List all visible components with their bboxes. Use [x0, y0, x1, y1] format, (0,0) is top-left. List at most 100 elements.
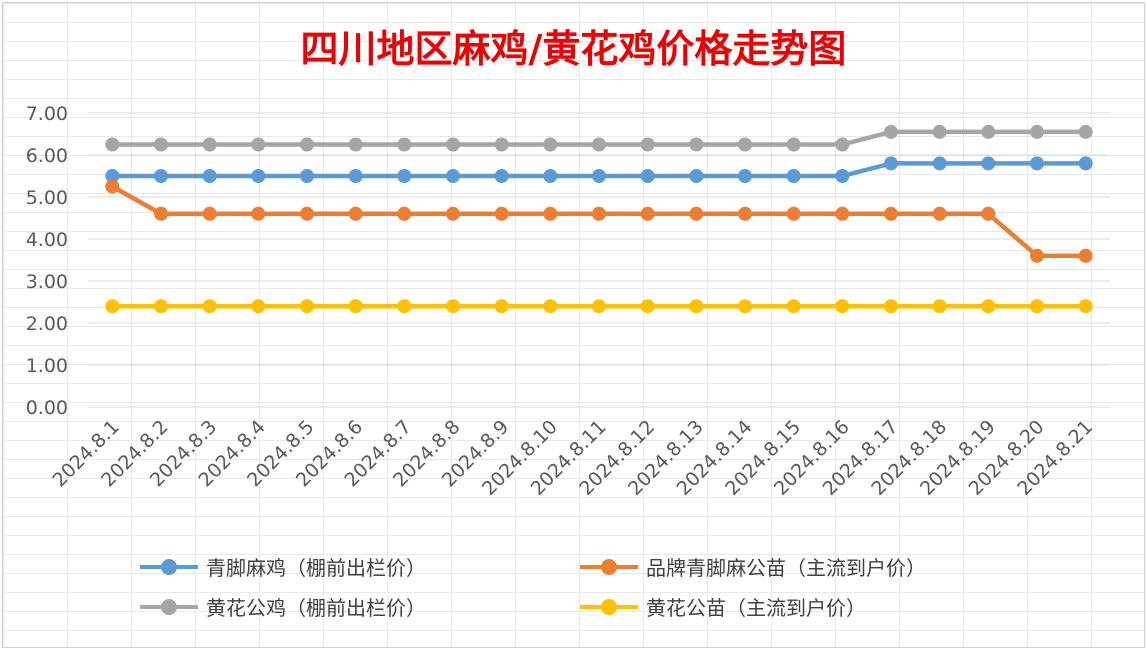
y-tick-label: 4.00	[26, 229, 68, 251]
data-point	[348, 206, 363, 221]
legend-swatch-dot	[161, 598, 177, 615]
data-point	[154, 299, 168, 314]
data-point	[835, 299, 850, 314]
data-point	[1030, 299, 1044, 314]
data-point	[251, 169, 266, 183]
data-point	[202, 299, 217, 314]
data-point	[202, 206, 217, 221]
legend-label: 黄花公苗（主流到户价）	[646, 596, 866, 620]
data-point	[689, 206, 704, 221]
data-point	[738, 299, 752, 314]
legend-swatch	[580, 558, 638, 575]
data-point	[397, 299, 412, 314]
data-point	[251, 137, 266, 152]
data-point	[105, 299, 120, 314]
data-point	[251, 299, 266, 314]
data-point	[640, 169, 655, 183]
data-point	[494, 206, 509, 221]
data-point	[397, 169, 412, 183]
data-point	[446, 206, 460, 221]
data-point	[884, 124, 898, 139]
data-point	[592, 169, 606, 183]
y-tick-label: 6.00	[26, 145, 68, 167]
data-point	[494, 137, 509, 152]
data-point	[154, 137, 168, 152]
legend-item: 青脚麻鸡（棚前出栏价）	[140, 552, 426, 581]
data-point	[884, 299, 898, 314]
y-tick-label: 7.00	[26, 103, 68, 125]
data-point	[446, 137, 460, 152]
data-point	[251, 206, 266, 221]
data-point	[397, 137, 412, 152]
data-point	[494, 169, 509, 183]
data-point	[300, 299, 314, 314]
y-tick-label: 3.00	[26, 271, 68, 293]
data-point	[932, 206, 947, 221]
data-point	[738, 169, 752, 183]
data-point	[1030, 156, 1044, 171]
data-point	[592, 137, 606, 152]
data-point	[786, 206, 801, 221]
legend-swatch	[140, 598, 198, 615]
data-point	[640, 137, 655, 152]
data-point	[154, 169, 168, 183]
data-point	[738, 137, 752, 152]
data-point	[640, 206, 655, 221]
data-point	[981, 156, 996, 171]
data-point	[689, 169, 704, 183]
data-point	[300, 206, 314, 221]
data-point	[738, 206, 752, 221]
data-point	[202, 137, 217, 152]
data-point	[300, 137, 314, 152]
data-point	[981, 206, 996, 221]
chart-title: 四川地区麻鸡/黄花鸡价格走势图	[300, 26, 847, 71]
data-point	[543, 206, 558, 221]
data-point	[202, 169, 217, 183]
data-point	[786, 299, 801, 314]
legend-item: 黄花公苗（主流到户价）	[580, 592, 866, 621]
data-point	[543, 137, 558, 152]
data-point	[1030, 124, 1044, 139]
line-chart-plot: 0.001.002.003.004.005.006.007.002024.8.1…	[26, 103, 1110, 500]
data-point	[543, 169, 558, 183]
data-point	[981, 124, 996, 139]
y-tick-label: 5.00	[26, 187, 68, 209]
legend-label: 品牌青脚麻公苗（主流到户价）	[646, 556, 926, 580]
data-point	[154, 206, 168, 221]
data-point	[300, 169, 314, 183]
legend-item: 品牌青脚麻公苗（主流到户价）	[580, 552, 926, 581]
data-point	[105, 169, 120, 183]
data-point	[689, 137, 704, 152]
legend-swatch-dot	[601, 598, 617, 615]
data-point	[932, 299, 947, 314]
data-point	[835, 137, 850, 152]
data-point	[884, 156, 898, 171]
data-point	[348, 169, 363, 183]
data-point	[835, 169, 850, 183]
data-point	[981, 299, 996, 314]
legend-item: 黄花公鸡（棚前出栏价）	[140, 592, 426, 621]
data-point	[786, 137, 801, 152]
y-tick-label: 0.00	[26, 397, 68, 419]
legend-label: 黄花公鸡（棚前出栏价）	[206, 596, 426, 620]
data-point	[1078, 248, 1093, 263]
data-point	[592, 206, 606, 221]
data-point	[640, 299, 655, 314]
data-point	[105, 179, 120, 194]
data-point	[543, 299, 558, 314]
y-tick-label: 1.00	[26, 355, 68, 377]
legend-swatch	[580, 598, 638, 615]
data-point	[397, 206, 412, 221]
legend-swatch-dot	[161, 558, 177, 575]
data-point	[786, 169, 801, 183]
chart-legend: 青脚麻鸡（棚前出栏价） 品牌青脚麻公苗（主流到户价） 黄花公鸡（棚前出栏价） 黄花公苗…	[140, 548, 1040, 628]
y-tick-label: 2.00	[26, 313, 68, 335]
data-point	[1078, 156, 1093, 171]
data-point	[446, 299, 460, 314]
data-point	[689, 299, 704, 314]
data-point	[105, 137, 120, 152]
data-point	[348, 137, 363, 152]
data-point	[932, 124, 947, 139]
